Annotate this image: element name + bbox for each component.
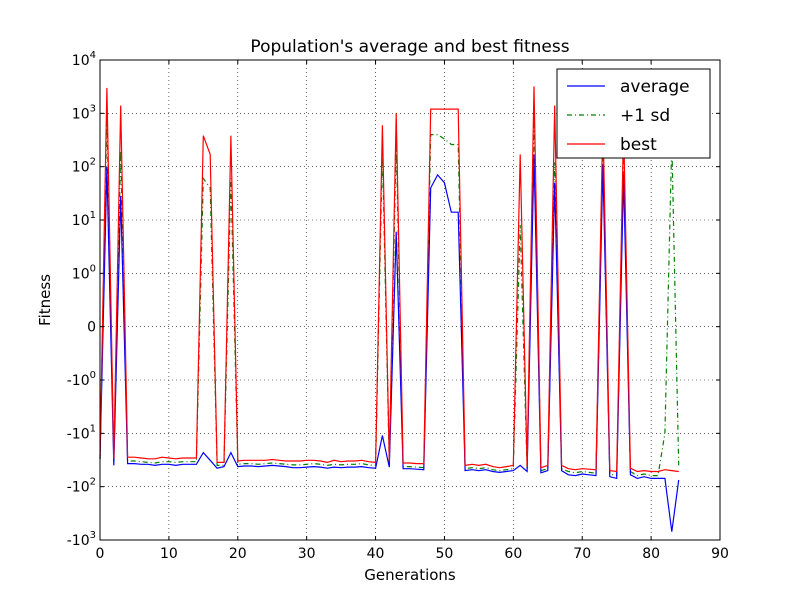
x-tick-label: 20 [229, 546, 247, 562]
x-tick-label: 80 [642, 546, 660, 562]
x-tick-label: 70 [573, 546, 591, 562]
y-tick-label: -100 [67, 370, 96, 389]
y-tick-label: 100 [72, 263, 96, 282]
y-axis-label: Fitness [36, 274, 54, 326]
ticks [99, 59, 721, 541]
x-tick-label: 30 [298, 546, 316, 562]
series-average-line [99, 154, 680, 532]
x-tick-label: 40 [367, 546, 385, 562]
y-tick-label: 104 [72, 50, 96, 69]
y-tick-label: -103 [67, 530, 96, 549]
series-layer [99, 86, 680, 532]
legend: average +1 sd best [556, 68, 711, 159]
x-tick-label: 0 [96, 546, 105, 562]
legend-sd-label: +1 sd [620, 106, 670, 126]
x-tick-label: 50 [436, 546, 454, 562]
y-tick-label: 103 [72, 103, 96, 122]
series-best-line [99, 86, 679, 473]
x-axis-label: Generations [364, 566, 456, 584]
x-tick-label: 90 [711, 546, 729, 562]
legend-average-label: average [620, 77, 690, 97]
plot-frame [99, 59, 721, 541]
y-tick-label: -102 [67, 477, 96, 496]
y-tick-labels: 104 103 102 101 100 0 -100 -101 -102 -103 [67, 50, 96, 549]
chart-title: Population's average and best fitness [250, 37, 569, 57]
y-tick-label: 0 [87, 320, 96, 336]
grid [100, 60, 720, 540]
x-tick-label: 60 [504, 546, 522, 562]
y-tick-label: 102 [72, 157, 96, 176]
legend-box [556, 68, 711, 159]
y-tick-label: 101 [72, 210, 96, 229]
x-tick-labels: 0 10 20 30 40 50 60 70 80 90 [96, 546, 729, 562]
y-tick-label: -101 [67, 423, 96, 442]
x-tick-label: 10 [160, 546, 178, 562]
legend-best-label: best [620, 135, 657, 155]
